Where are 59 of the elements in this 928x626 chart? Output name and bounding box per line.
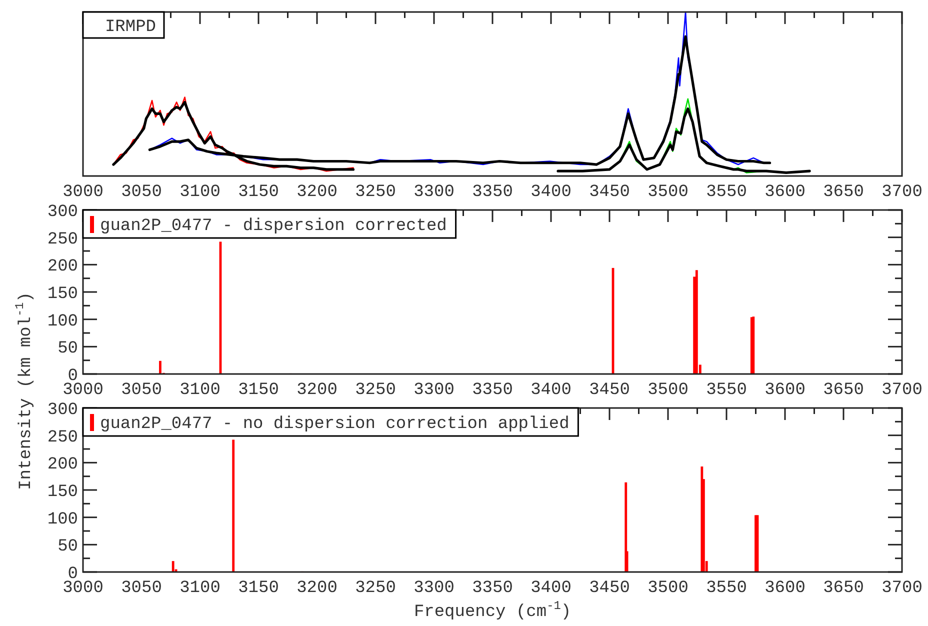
y-tick-label: 150 xyxy=(47,483,78,502)
x-tick-label: 3250 xyxy=(355,183,396,202)
x-tick-label: 3350 xyxy=(472,579,513,598)
x-tick-label: 3300 xyxy=(414,183,454,202)
x-tick-label: 3650 xyxy=(823,183,864,202)
x-tick-label: 3500 xyxy=(648,579,688,598)
x-tick-label: 3650 xyxy=(823,579,864,598)
x-tick-label: 3450 xyxy=(589,381,630,400)
x-tick-label: 3100 xyxy=(180,381,220,400)
x-tick-label: 3700 xyxy=(882,579,922,598)
x-tick-label: 3250 xyxy=(355,381,396,400)
y-tick-label: 200 xyxy=(47,456,78,475)
x-tick-label: 3650 xyxy=(823,381,864,400)
x-tick-label: 3550 xyxy=(706,579,747,598)
x-tick-label: 3300 xyxy=(414,579,454,598)
annotation: IRMPD xyxy=(104,18,156,37)
legend-label: guan2P_0477 - no dispersion correction applied xyxy=(100,415,570,434)
x-axis-title: Frequency (cm$^{-1}$) xyxy=(414,599,572,622)
x-tick-label: 3150 xyxy=(238,579,279,598)
x-tick-label: 3500 xyxy=(648,183,688,202)
x-tick-label: 3200 xyxy=(296,579,338,598)
y-tick-label: 50 xyxy=(58,340,78,359)
x-tick-label: 3300 xyxy=(414,381,454,400)
x-tick-label: 3000 xyxy=(62,183,104,202)
y-tick-label: 300 xyxy=(47,401,78,420)
y-tick-label: 250 xyxy=(47,230,78,250)
x-tick-label: 3450 xyxy=(589,183,630,202)
x-tick-label: 3200 xyxy=(296,183,338,202)
x-tick-label: 3550 xyxy=(706,183,747,202)
x-tick-label: 3450 xyxy=(589,579,630,598)
x-tick-label: 3200 xyxy=(296,381,338,400)
y-tick-label: 300 xyxy=(47,203,78,222)
y-tick-label: 50 xyxy=(58,538,78,557)
x-tick-label: 3700 xyxy=(882,183,922,202)
x-tick-label: 3350 xyxy=(472,183,513,202)
y-tick-label: 100 xyxy=(47,312,78,332)
x-tick-label: 3100 xyxy=(180,183,220,202)
y-tick-label: 200 xyxy=(47,258,78,277)
x-tick-label: 3600 xyxy=(764,381,806,400)
x-tick-label: 3150 xyxy=(238,381,279,400)
y-tick-label: 250 xyxy=(47,428,78,448)
x-tick-label: 3600 xyxy=(764,183,806,202)
x-tick-label: 3050 xyxy=(121,381,162,400)
x-tick-label: 3050 xyxy=(121,183,162,202)
y-tick-label: 100 xyxy=(47,510,78,530)
x-tick-label: 3350 xyxy=(472,381,513,400)
x-tick-label: 3700 xyxy=(882,381,922,400)
x-tick-label: 3500 xyxy=(648,381,688,400)
x-tick-label: 3150 xyxy=(238,183,279,202)
x-tick-label: 3100 xyxy=(180,579,220,598)
x-tick-label: 3400 xyxy=(530,183,572,202)
x-tick-label: 3550 xyxy=(706,381,747,400)
legend-label: guan2P_0477 - dispersion corrected xyxy=(100,217,447,236)
x-tick-label: 3400 xyxy=(530,381,572,400)
x-tick-label: 3250 xyxy=(355,579,396,598)
x-tick-label: 3050 xyxy=(121,579,162,598)
y-tick-label: 150 xyxy=(47,285,78,304)
x-tick-label: 3600 xyxy=(764,579,806,598)
x-tick-label: 3400 xyxy=(530,579,572,598)
